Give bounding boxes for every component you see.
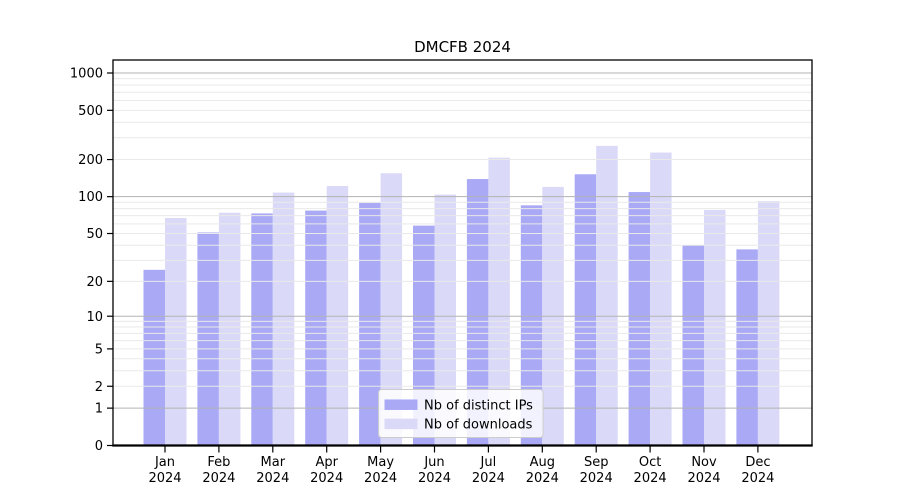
x-tick-label-sep-2024: Sep 2024 xyxy=(580,455,613,486)
y-tick-label-200: 200 xyxy=(78,153,103,168)
bar-nb-of-downloads-jan xyxy=(165,217,187,446)
y-tick-label-0: 0 xyxy=(95,439,103,454)
bar-nb-of-distinct-ips-may xyxy=(359,202,381,446)
x-tick-label-oct-2024: Oct 2024 xyxy=(634,455,667,486)
y-tick-label-1: 1 xyxy=(95,402,103,417)
chart-title: DMCFB 2024 xyxy=(414,38,511,56)
x-tick-label-may-2024: May 2024 xyxy=(364,455,397,486)
y-tick-label-50: 50 xyxy=(86,227,103,242)
bar-nb-of-downloads-mar xyxy=(272,192,295,446)
bar-nb-of-downloads-may xyxy=(380,173,403,446)
bar-nb-of-distinct-ips-sep xyxy=(574,174,597,446)
bar-nb-of-distinct-ips-nov xyxy=(682,245,704,446)
x-tick-label-jan-2024: Jan 2024 xyxy=(148,455,181,486)
gridlines-layer xyxy=(113,72,812,409)
bar-nb-of-distinct-ips-dec xyxy=(736,249,758,446)
bar-nb-of-downloads-sep xyxy=(596,145,618,446)
y-tick-label-2: 2 xyxy=(95,380,103,395)
x-tick-label-aug-2024: Aug 2024 xyxy=(526,455,559,486)
bar-nb-of-distinct-ips-apr xyxy=(305,210,327,446)
legend-swatch-nb-of-downloads xyxy=(384,418,418,430)
y-tick-label-500: 500 xyxy=(78,104,103,119)
x-tick-label-mar-2024: Mar 2024 xyxy=(256,455,289,486)
y-tick-label-5: 5 xyxy=(95,342,103,357)
bar-nb-of-downloads-jul xyxy=(488,157,510,446)
x-tick-label-dec-2024: Dec 2024 xyxy=(741,455,774,486)
legend-swatch-nb-of-distinct-ips xyxy=(384,399,418,410)
y-tick-label-20: 20 xyxy=(86,275,103,290)
x-tick-label-nov-2024: Nov 2024 xyxy=(687,455,720,486)
axes-layer: 0 1 2 5 10 20 50 100 200 500 1000 Jan 2024 Feb 2024 Mar… xyxy=(70,59,813,486)
bar-nb-of-downloads-jun xyxy=(434,194,456,446)
x-tick-label-jul-2024: Jul 2024 xyxy=(472,455,505,486)
legend-label-nb-of-downloads: Nb of downloads xyxy=(424,417,533,432)
x-tick-label-feb-2024: Feb 2024 xyxy=(202,455,235,486)
bar-nb-of-downloads-feb xyxy=(218,212,241,446)
x-tick-label-jun-2024: Jun 2024 xyxy=(418,455,451,486)
y-tick-label-1000: 1000 xyxy=(70,67,103,82)
bar-nb-of-distinct-ips-jan xyxy=(143,269,165,446)
bar-nb-of-distinct-ips-aug xyxy=(520,205,543,446)
bar-nb-of-downloads-oct xyxy=(650,152,672,446)
bar-nb-of-distinct-ips-oct xyxy=(628,192,651,446)
y-tick-label-100: 100 xyxy=(78,190,103,205)
legend: Nb of distinct IPs Nb of downloads xyxy=(378,389,544,438)
legend-label-nb-of-distinct-ips: Nb of distinct IPs xyxy=(424,398,533,413)
bar-nb-of-distinct-ips-feb xyxy=(197,232,219,446)
x-tick-label-apr-2024: Apr 2024 xyxy=(310,455,343,486)
bar-nb-of-downloads-dec xyxy=(757,201,780,446)
y-tick-label-10: 10 xyxy=(86,310,103,325)
legend-box xyxy=(378,389,544,438)
bar-nb-of-distinct-ips-mar xyxy=(251,213,273,446)
